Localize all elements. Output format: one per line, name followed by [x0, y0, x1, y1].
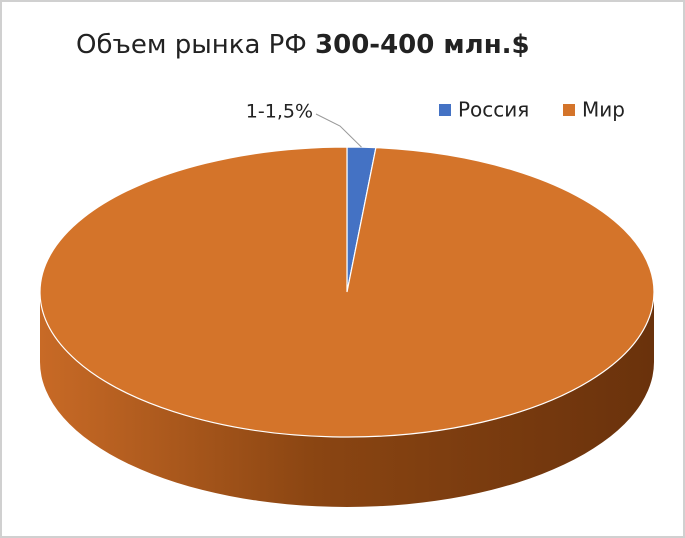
leader-line	[315, 113, 362, 148]
pie-side	[40, 292, 654, 507]
legend-swatch	[563, 104, 575, 116]
title-text: Объем рынка РФ	[76, 30, 307, 60]
legend-label: Россия	[458, 98, 529, 122]
pie-slice	[39, 146, 655, 438]
chart-title: Объем рынка РФ 300-400 млн.$	[76, 30, 530, 60]
title-emphasis: 300-400 млн.$	[315, 30, 530, 60]
data-label: 1-1,5%	[246, 101, 313, 123]
legend-swatch	[439, 104, 451, 116]
legend-label: Мир	[582, 98, 625, 122]
